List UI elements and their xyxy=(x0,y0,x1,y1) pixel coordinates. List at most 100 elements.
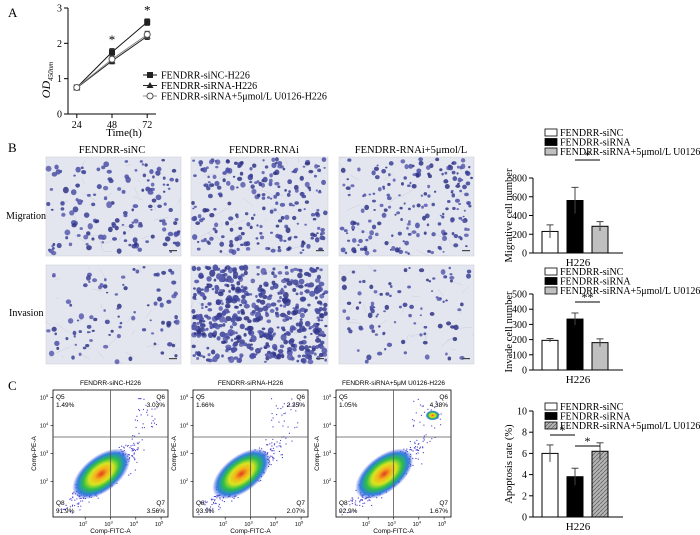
y-tick-label: 200 xyxy=(512,335,527,346)
event-dot xyxy=(283,420,285,422)
event-dot xyxy=(417,398,419,400)
cell-dot xyxy=(251,302,257,309)
event-dot xyxy=(280,454,282,456)
cell-dot xyxy=(196,333,202,338)
cell-dot xyxy=(259,224,263,229)
cell-dot xyxy=(429,312,435,316)
cell-dot xyxy=(292,215,297,221)
event-dot xyxy=(212,501,215,504)
cell-dots xyxy=(191,157,328,255)
cell-dot xyxy=(246,222,251,227)
event-dot xyxy=(406,448,408,450)
cell-dot xyxy=(54,164,59,170)
cell-dot xyxy=(316,208,320,212)
cell-dot xyxy=(314,308,320,313)
cell-dot xyxy=(282,328,286,332)
x-tick-exponent: 5 xyxy=(161,520,164,525)
event-dot xyxy=(269,443,271,445)
column-title-2: FENDRR-RNAi xyxy=(229,145,299,156)
cell-dot xyxy=(46,329,51,333)
cell-dot xyxy=(298,345,305,351)
cell-dot xyxy=(96,184,102,190)
cell-dot xyxy=(323,302,328,308)
cell-dot xyxy=(222,323,226,327)
cell-dot xyxy=(206,346,210,350)
cell-dot xyxy=(437,245,442,250)
cell-dot xyxy=(287,315,291,319)
cell-dot xyxy=(283,239,287,243)
texture-fiber xyxy=(450,348,456,351)
cell-dot xyxy=(262,159,265,162)
cell-dot xyxy=(104,278,107,282)
y-tick-label: 3 xyxy=(57,4,62,15)
cell-dot xyxy=(385,166,388,169)
cell-dot xyxy=(316,232,319,235)
cell-dot xyxy=(351,228,355,231)
cell-dot xyxy=(156,288,161,292)
cell-dot xyxy=(164,236,171,242)
texture-fiber xyxy=(382,173,394,181)
legend-marker xyxy=(146,92,154,100)
event-dot xyxy=(151,422,153,424)
cell-dot xyxy=(150,234,155,239)
cell-dot xyxy=(169,177,175,182)
cell-dot xyxy=(142,173,147,178)
event-dot xyxy=(134,450,136,452)
cell-dot xyxy=(382,185,385,188)
y-tick-label: 400 xyxy=(512,305,527,316)
texture-fiber xyxy=(215,207,229,216)
cell-dot xyxy=(358,238,363,244)
cell-dot xyxy=(276,326,280,329)
event-dot xyxy=(281,414,283,416)
texture-fiber xyxy=(440,336,454,347)
cell-dot xyxy=(291,204,295,207)
event-dot xyxy=(200,502,203,504)
event-dot xyxy=(434,427,436,429)
cell-dot xyxy=(96,219,100,223)
cell-dot xyxy=(153,342,157,346)
cell-dot xyxy=(371,199,376,203)
cell-dot xyxy=(358,280,362,284)
cell-dot xyxy=(261,196,266,200)
cell-dot xyxy=(393,321,397,324)
y-tick-label: 100 xyxy=(512,350,527,361)
cell-dot xyxy=(310,332,313,336)
event-dot xyxy=(128,474,130,476)
quadrant-name: Q8 xyxy=(196,500,205,507)
cell-dot xyxy=(465,171,471,176)
cell-dot xyxy=(447,356,452,361)
cell-dot xyxy=(162,183,166,186)
cell-dot xyxy=(198,160,204,165)
event-dot xyxy=(133,448,135,450)
texture-fiber xyxy=(437,288,444,297)
texture-fiber xyxy=(125,163,132,167)
event-dot xyxy=(272,459,274,461)
cell-dot xyxy=(310,232,315,237)
quadrant-name: Q5 xyxy=(56,394,65,401)
event-dot xyxy=(349,504,351,506)
cell-dot xyxy=(76,234,81,237)
cell-dot xyxy=(460,179,464,182)
event-dot xyxy=(270,448,272,450)
cell-dot xyxy=(194,279,200,284)
cell-dot xyxy=(358,301,362,304)
cell-dot xyxy=(298,340,304,345)
cell-dot xyxy=(308,169,314,174)
event-dot xyxy=(281,457,283,459)
cell-dot xyxy=(193,174,197,178)
cell-dot xyxy=(144,163,148,167)
event-dot xyxy=(208,508,210,510)
cell-dot xyxy=(388,173,391,177)
cell-dot xyxy=(275,224,280,228)
cell-dot xyxy=(421,205,424,209)
cell-dot xyxy=(369,230,374,236)
event-dot xyxy=(341,514,343,516)
event-dot xyxy=(69,510,71,512)
event-dot xyxy=(356,504,358,506)
cell-dot xyxy=(284,265,289,270)
cell-dot xyxy=(244,212,249,216)
y-axis-label: Migrative cell number xyxy=(504,168,515,262)
cell-dot xyxy=(457,182,460,185)
cell-dot xyxy=(404,164,409,170)
texture-fiber xyxy=(457,327,472,329)
